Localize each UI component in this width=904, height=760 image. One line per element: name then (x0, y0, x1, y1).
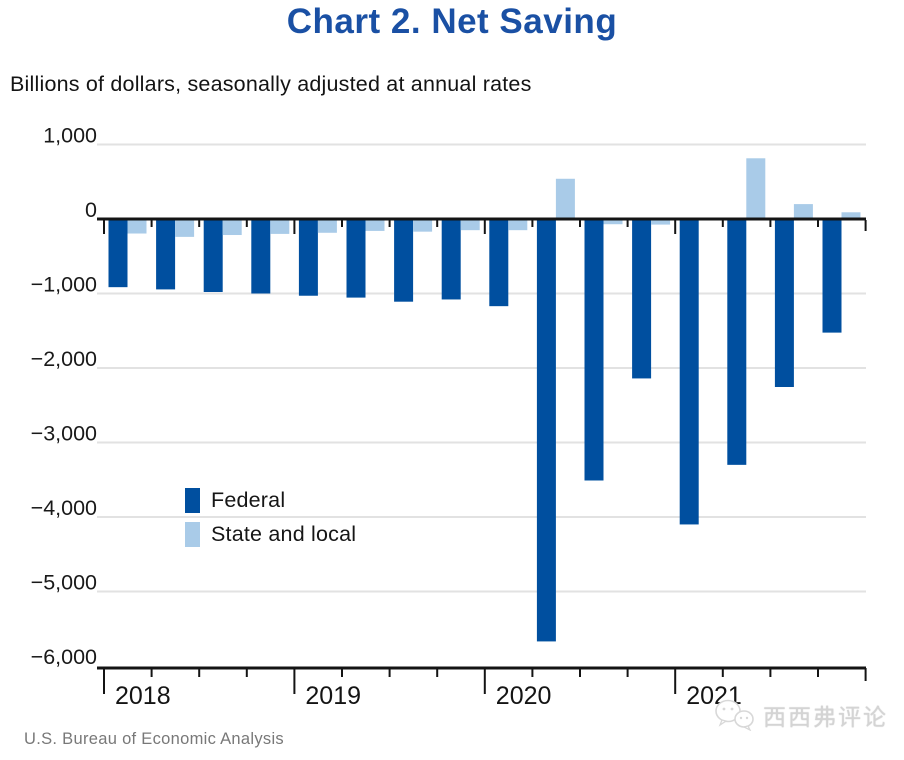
bar-state-local-2019Q4 (460, 219, 480, 231)
bar-state-local-2019Q3 (413, 219, 433, 232)
bar-federal-2018Q4 (251, 219, 271, 294)
bar-state-local-2020Q3 (603, 219, 623, 225)
y-axis-label: −3,000 (31, 422, 97, 446)
y-axis-label: 1,000 (43, 124, 97, 148)
chart-title: Chart 2. Net Saving (286, 2, 618, 41)
x-axis-year-label: 2019 (305, 682, 361, 710)
state-local-color-swatch (185, 521, 200, 547)
source-note: U.S. Bureau of Economic Analysis (24, 730, 284, 748)
y-axis-label: −1,000 (31, 273, 97, 297)
bar-federal-2021Q4 (822, 219, 842, 333)
bar-federal-2018Q2 (156, 219, 176, 290)
bar-federal-2020Q1 (489, 219, 509, 307)
legend-item-state-local: State and local (185, 521, 356, 547)
wechat-icon (715, 699, 754, 731)
bar-federal-2021Q2 (727, 219, 747, 465)
bar-state-local-2021Q2 (746, 158, 766, 219)
legend-label-state-local: State and local (211, 521, 357, 546)
federal-color-swatch (185, 487, 200, 513)
bar-state-local-2019Q2 (365, 219, 385, 231)
bar-state-local-2018Q1 (127, 219, 147, 234)
bar-state-local-2018Q4 (270, 219, 290, 234)
bar-state-local-2021Q3 (793, 204, 813, 219)
bar-state-local-2018Q2 (175, 219, 195, 237)
bar-federal-2019Q2 (346, 219, 366, 298)
y-axis-label: −5,000 (31, 571, 97, 595)
bar-state-local-2020Q4 (651, 219, 671, 225)
watermark-text: 西西弗评论 (763, 704, 888, 730)
bar-federal-2020Q2 (536, 219, 556, 642)
bar-state-local-2020Q2 (555, 178, 575, 219)
legend-label-federal: Federal (211, 487, 286, 512)
y-axis-label: −4,000 (31, 496, 97, 520)
chart-subtitle: Billions of dollars, seasonally adjusted… (10, 72, 532, 96)
legend-item-federal: Federal (185, 487, 356, 513)
bar-state-local-2020Q1 (508, 219, 528, 231)
x-axis-year-label: 2020 (496, 682, 552, 710)
chart-legend: Federal State and local (185, 487, 356, 555)
y-axis-label: −2,000 (31, 347, 97, 371)
x-axis-year-label: 2018 (115, 682, 171, 710)
bar-federal-2020Q3 (584, 219, 604, 481)
bar-federal-2021Q1 (679, 219, 699, 525)
bar-state-local-2021Q4 (841, 212, 861, 219)
y-axis-label: 0 (85, 198, 97, 222)
bar-federal-2018Q3 (203, 219, 223, 293)
bar-state-local-2018Q3 (222, 219, 242, 236)
bar-federal-2020Q4 (632, 219, 652, 379)
y-axis-label: −6,000 (31, 645, 97, 669)
bar-federal-2019Q1 (298, 219, 318, 296)
bar-federal-2019Q4 (441, 219, 461, 300)
bar-federal-2018Q1 (108, 219, 128, 288)
bar-federal-2019Q3 (394, 219, 414, 302)
bar-federal-2021Q3 (774, 219, 794, 387)
watermark: 西西弗评论 (714, 698, 888, 732)
bar-state-local-2019Q1 (317, 219, 337, 233)
